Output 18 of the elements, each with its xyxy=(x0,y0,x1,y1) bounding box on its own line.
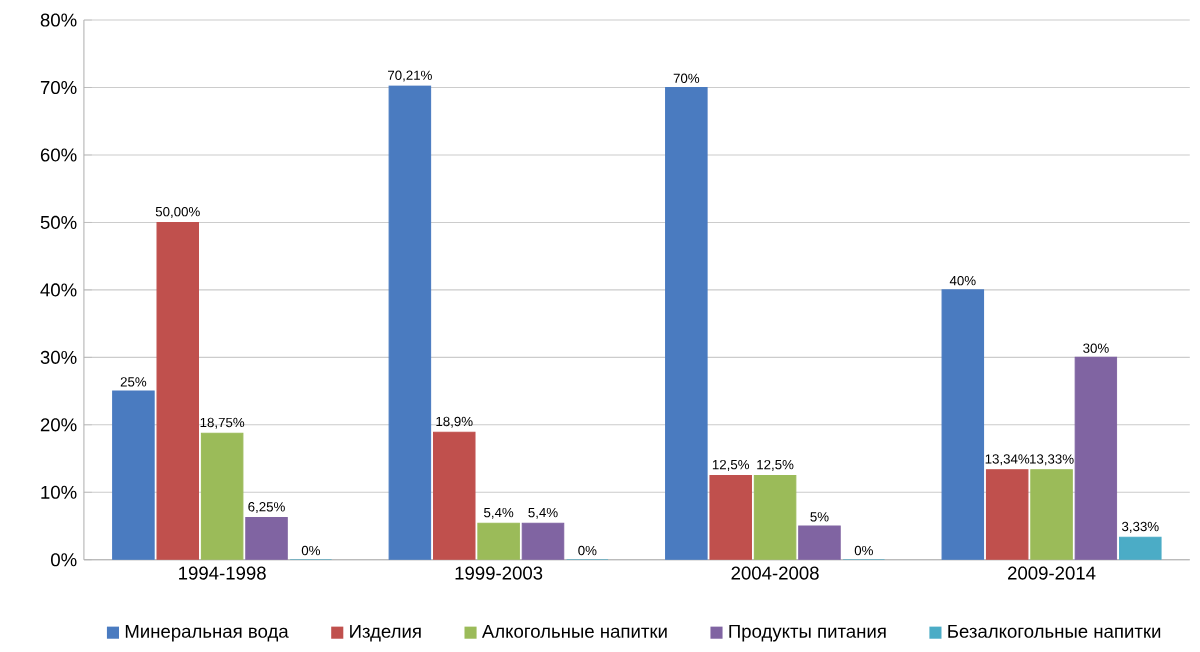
legend-label: Безалкогольные напитки xyxy=(948,624,1161,638)
y-tick-label: 20% xyxy=(40,418,77,432)
y-tick-label: 40% xyxy=(40,283,77,297)
y-tick-label: 80% xyxy=(40,13,77,27)
x-tick-label: 2004-2008 xyxy=(731,566,819,580)
legend-label: Изделия xyxy=(350,624,421,642)
y-tick-label: 0% xyxy=(51,553,77,567)
y-tick-label: 50% xyxy=(40,215,77,229)
legend-label: Продукты питания xyxy=(729,624,886,642)
x-tick-label: 2009-2014 xyxy=(1008,566,1096,580)
y-tick-label: 70% xyxy=(40,80,77,95)
legend-label: Алкогольные напитки xyxy=(481,624,667,638)
y-tick-label: 10% xyxy=(41,485,77,499)
y-tick-label: 60% xyxy=(40,148,77,162)
x-tick-label: 1999-2003 xyxy=(455,566,543,580)
y-tick-label: 30% xyxy=(40,350,77,364)
legend-label: Минеральная вода xyxy=(125,624,289,642)
x-tick-label: 1994-1998 xyxy=(179,566,266,580)
